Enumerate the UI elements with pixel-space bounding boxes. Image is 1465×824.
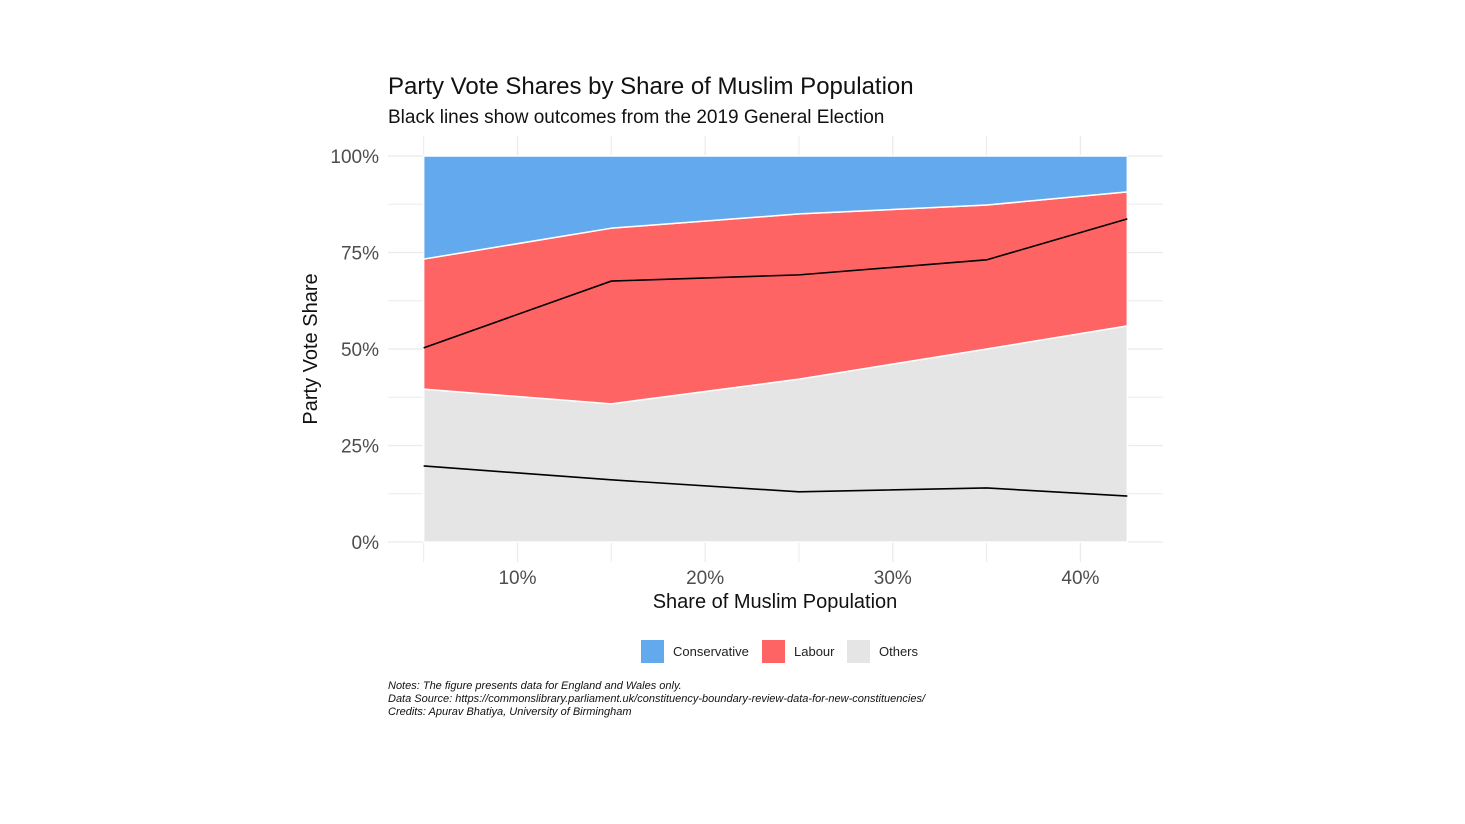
x-tick-label: 10% [498, 568, 536, 589]
credits-line: Credits: Apurav Bhatiya, University of B… [388, 706, 632, 718]
y-tick-label: 50% [341, 340, 379, 361]
legend-swatch-others [847, 640, 870, 663]
legend-swatch-labour [762, 640, 785, 663]
stacked-areas [422, 155, 1129, 543]
legend-swatch-conservative [641, 640, 664, 663]
y-axis-label: Party Vote Share [300, 273, 322, 424]
notes: Notes: The figure presents data for Engl… [388, 680, 926, 718]
x-tick-label: 30% [874, 568, 912, 589]
y-tick-label: 100% [330, 147, 379, 168]
reference-lines [423, 218, 1128, 497]
x-tick-label: 20% [686, 568, 724, 589]
chart-subtitle: Black lines show outcomes from the 2019 … [388, 107, 884, 128]
chart-title: Party Vote Shares by Share of Muslim Pop… [388, 73, 914, 100]
x-axis-label: Share of Muslim Population [653, 591, 898, 613]
x-tick-label: 40% [1061, 568, 1099, 589]
y-tick-label: 75% [341, 244, 379, 265]
note-line: Notes: The figure presents data for Engl… [388, 680, 682, 692]
y-tick-label: 0% [352, 533, 380, 554]
legend-label-labour: Labour [794, 644, 835, 659]
line-2019 [423, 218, 1128, 349]
data-source-line: Data Source: https://commonslibrary.parl… [388, 693, 926, 705]
y-axis-ticks: 0% 25% 50% 75% 100% [330, 147, 379, 554]
legend: Conservative Labour Others [641, 640, 919, 663]
legend-label-others: Others [879, 644, 919, 659]
legend-label-conservative: Conservative [673, 644, 749, 659]
line-2019 [423, 465, 1128, 497]
area-conservative [422, 155, 1129, 260]
x-axis-ticks: 10% 20% 30% 40% [498, 568, 1099, 589]
y-tick-label: 25% [341, 437, 379, 458]
